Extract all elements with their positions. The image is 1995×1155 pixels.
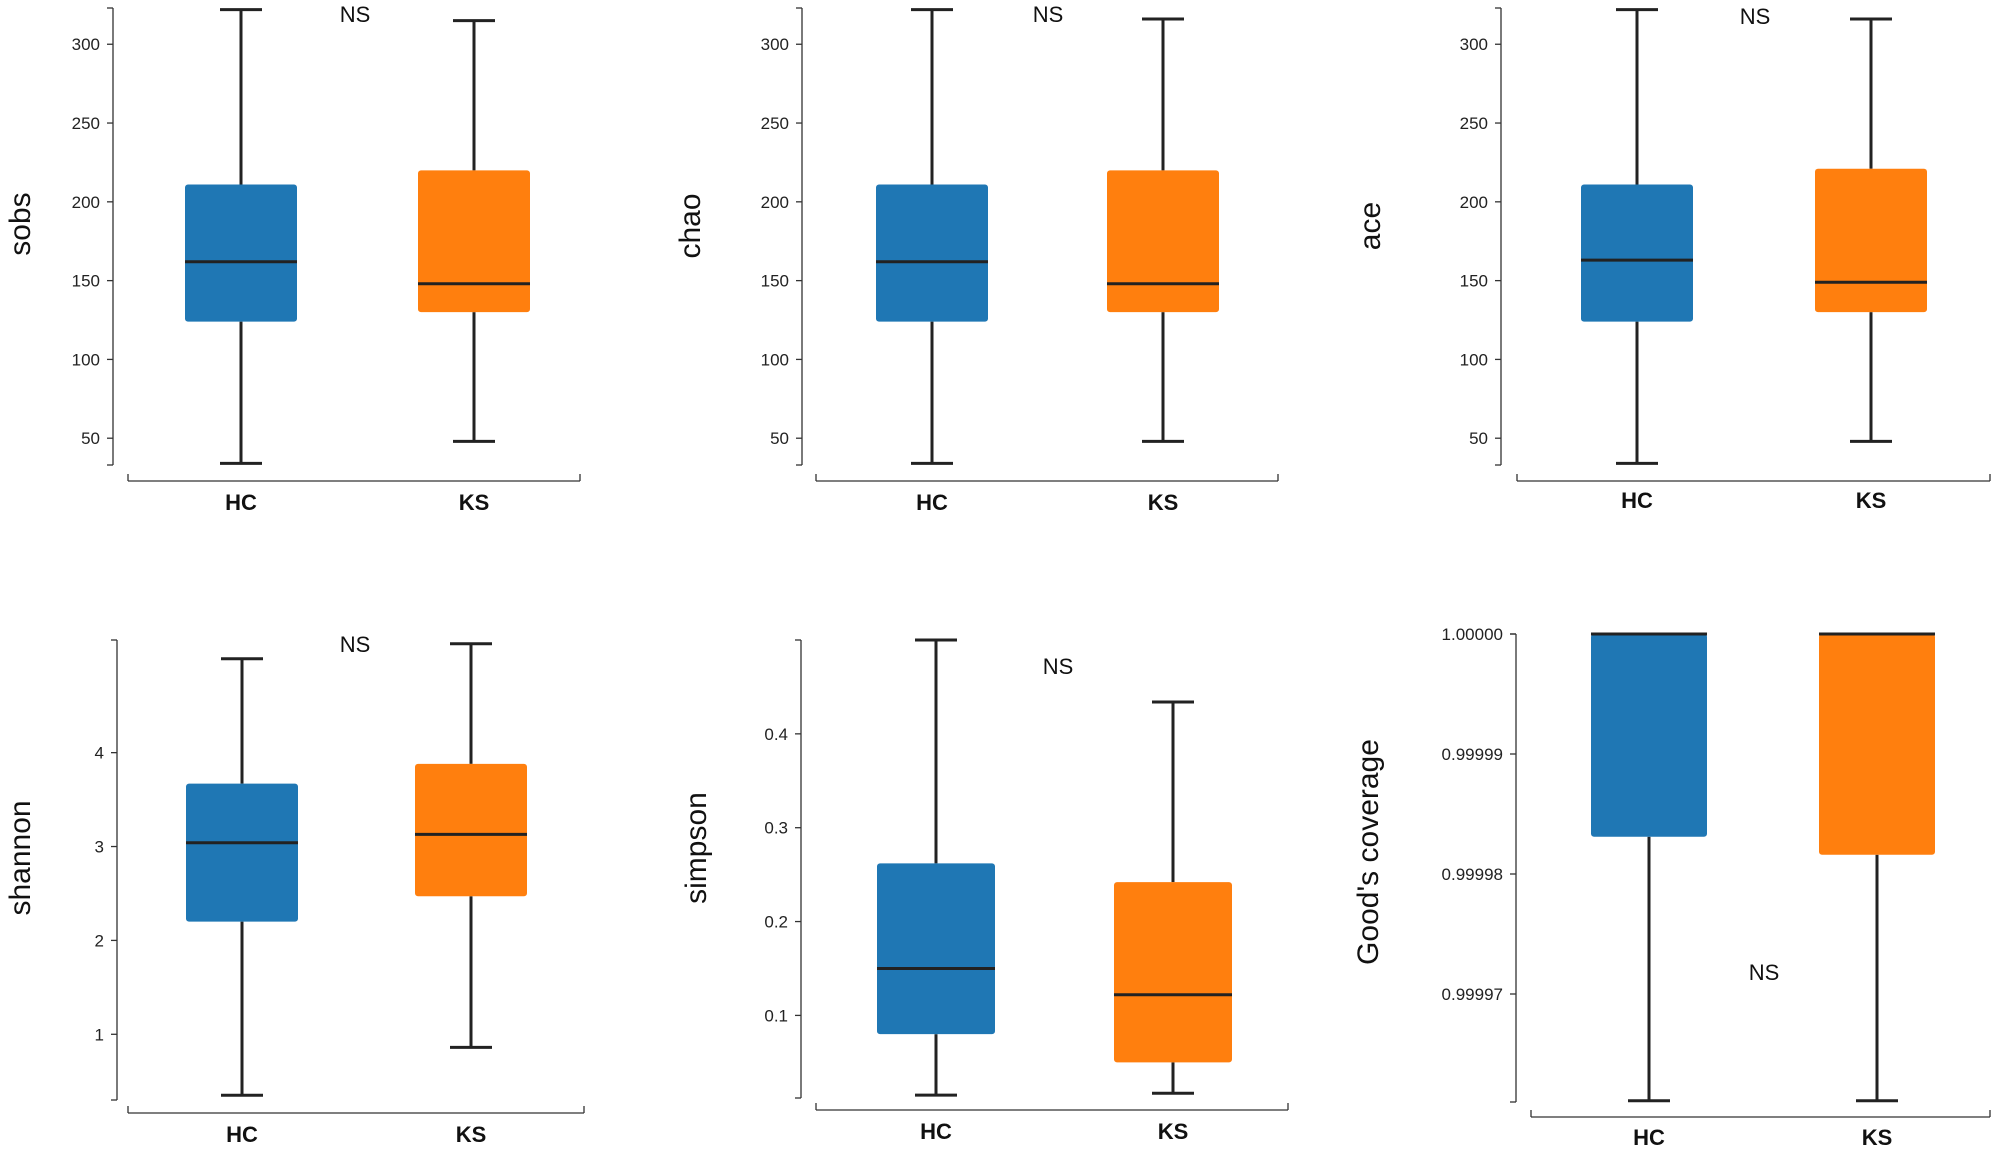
significance-annotation: NS [1033,2,1064,27]
y-axis-title: ace [1354,202,1387,250]
box-ks [415,642,527,1049]
y-tick-label: 250 [1460,114,1488,133]
box-hc [876,8,988,465]
iqr-box [1591,634,1707,837]
significance-annotation: NS [1749,960,1780,985]
iqr-box [1815,168,1927,313]
x-category-label: KS [1856,488,1887,513]
y-tick-label: 3 [95,838,104,857]
y-tick-label: 0.99999 [1442,745,1503,764]
y-tick-label: 0.99998 [1442,865,1503,884]
box-hc [1581,8,1693,465]
box-ks [1114,700,1232,1095]
x-category-label: HC [920,1119,952,1144]
significance-annotation: NS [340,632,371,657]
x-category-label: KS [1862,1125,1893,1150]
significance-annotation: NS [1740,4,1771,29]
y-tick-label: 300 [1460,35,1488,54]
iqr-box [185,184,297,322]
iqr-box [877,863,995,1035]
y-tick-label: 150 [761,272,789,291]
box-hc [877,638,995,1097]
y-tick-label: 150 [1460,272,1488,291]
y-tick-label: 250 [761,114,789,133]
y-tick-label: 150 [72,272,100,291]
x-category-label: HC [1633,1125,1665,1150]
box-ks [1107,17,1219,443]
y-axis-title: sobs [4,192,37,255]
y-axis-title: Good's coverage [1352,739,1385,965]
y-axis-title: chao [674,193,707,258]
x-category-label: HC [225,490,257,515]
box-hc [185,8,297,465]
boxplot-panel-shannon: 1 2 3 4 HC KS shannon NS [4,632,585,1147]
boxplot-panel-good-s-coverage: 0.99997 0.99998 0.99999 1.00000 HC KS Good's c… [1352,625,1991,1150]
boxplot-panel-sobs: 50 100 150 200 250 300 HC KS sobs NS [4,2,581,515]
x-category-label: HC [226,1122,258,1147]
boxplot-panel-ace: 50 100 150 200 250 300 HC KS ace NS [1354,4,1991,513]
box-ks [1815,17,1927,443]
y-tick-label: 0.99997 [1442,985,1503,1004]
y-tick-label: 200 [1460,193,1488,212]
y-axis-title: shannon [4,800,37,915]
iqr-box [876,184,988,322]
iqr-box [186,783,298,922]
box-ks [418,19,530,443]
y-tick-label: 50 [770,429,789,448]
iqr-box [1107,170,1219,313]
box-hc [186,657,298,1097]
iqr-box [1819,634,1935,855]
y-axis-title: simpson [680,792,713,904]
box-ks [1819,632,1935,1103]
y-tick-label: 2 [95,931,104,950]
y-tick-label: 100 [72,350,100,369]
x-category-label: KS [1158,1119,1189,1144]
y-tick-label: 0.3 [764,819,788,838]
y-tick-label: 1 [95,1025,104,1044]
x-category-label: HC [1621,488,1653,513]
boxplot-panel-simpson: 0.1 0.2 0.3 0.4 HC KS simpson NS [680,638,1289,1144]
boxplot-panel-chao: 50 100 150 200 250 300 HC KS chao NS [674,2,1279,515]
x-category-label: KS [1148,490,1179,515]
significance-annotation: NS [1043,654,1074,679]
y-tick-label: 50 [81,429,100,448]
y-tick-label: 0.1 [764,1006,788,1025]
y-tick-label: 250 [72,114,100,133]
y-tick-label: 200 [72,193,100,212]
iqr-box [1114,882,1232,1063]
iqr-box [418,170,530,313]
y-tick-label: 300 [761,35,789,54]
x-category-label: KS [456,1122,487,1147]
y-tick-label: 1.00000 [1442,625,1503,644]
y-tick-label: 0.2 [764,913,788,932]
y-tick-label: 4 [95,744,104,763]
box-hc [1591,632,1707,1103]
iqr-box [1581,184,1693,322]
x-category-label: HC [916,490,948,515]
iqr-box [415,763,527,897]
y-tick-label: 0.4 [764,725,788,744]
y-tick-label: 100 [761,350,789,369]
y-tick-label: 300 [72,35,100,54]
y-tick-label: 100 [1460,350,1488,369]
y-tick-label: 50 [1469,429,1488,448]
x-category-label: KS [459,490,490,515]
significance-annotation: NS [340,2,371,27]
y-tick-label: 200 [761,193,789,212]
